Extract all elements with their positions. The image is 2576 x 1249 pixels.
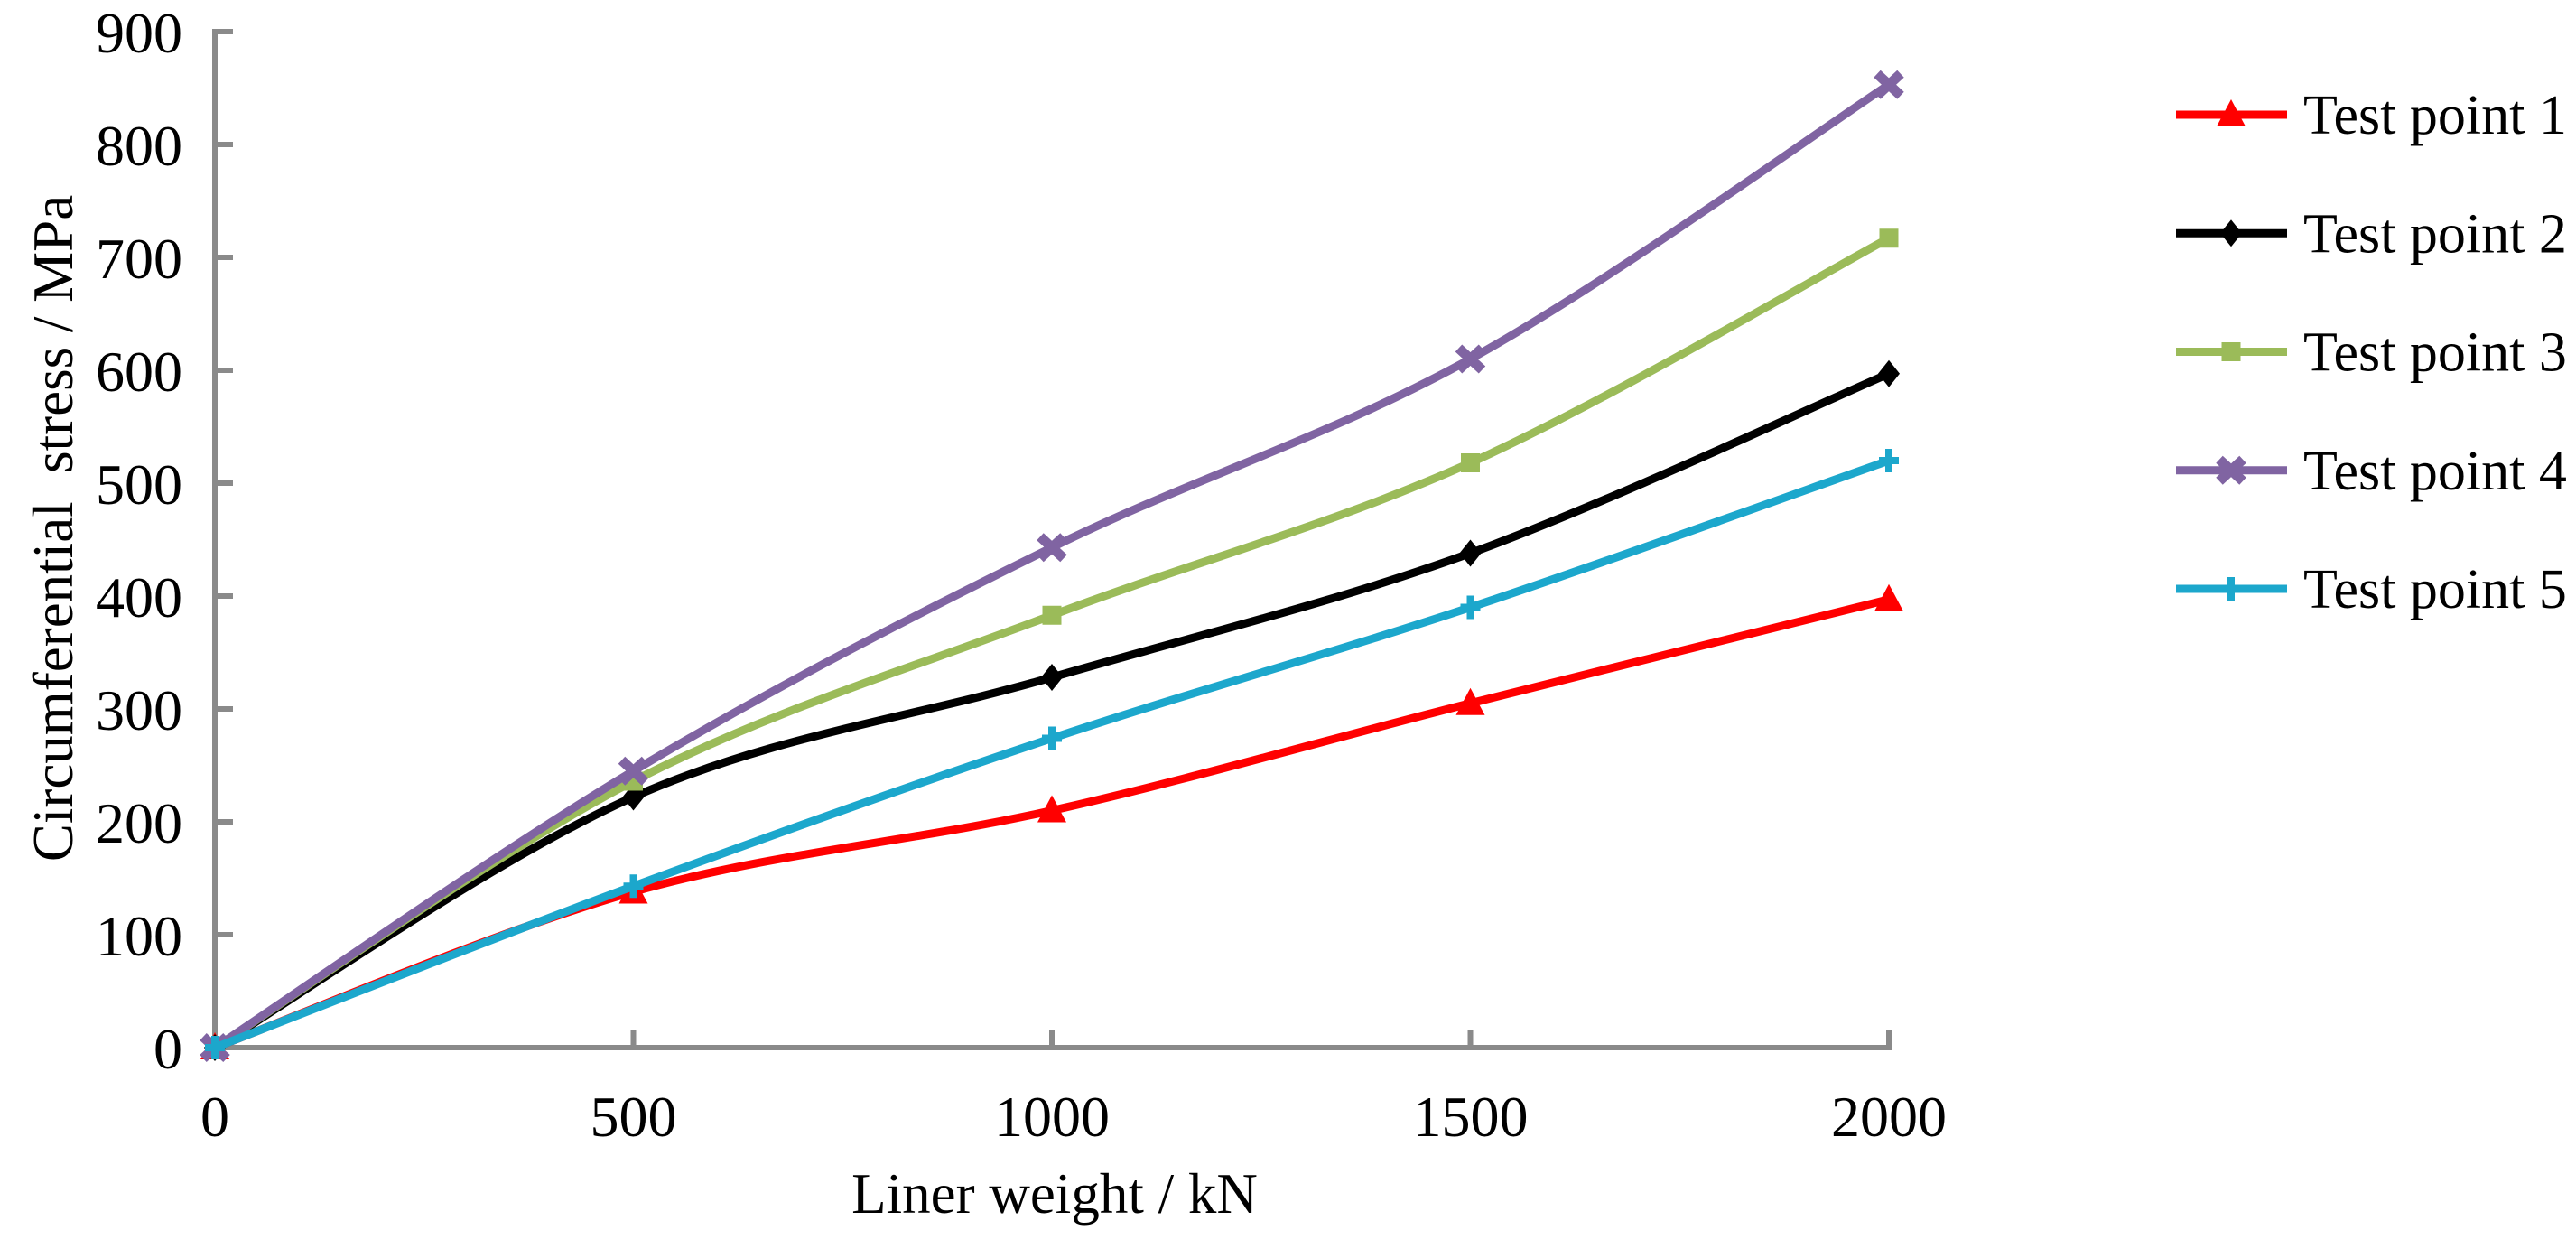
x-axis-title: Liner weight / kN bbox=[851, 1162, 1258, 1226]
legend-item-5: Test point 5 bbox=[2176, 559, 2567, 620]
x-tick-label-1000: 1000 bbox=[994, 1085, 1110, 1149]
axes bbox=[212, 29, 1892, 1050]
series-test-point-1 bbox=[200, 583, 1903, 1059]
y-tick-label-100: 100 bbox=[96, 904, 182, 968]
legend-label-3: Test point 3 bbox=[2303, 322, 2567, 384]
marker-triangle bbox=[1455, 687, 1485, 715]
marker-square bbox=[1879, 228, 1899, 248]
legend-label-2: Test point 2 bbox=[2303, 203, 2567, 265]
marker-plus bbox=[2221, 577, 2241, 601]
y-tick-label-700: 700 bbox=[96, 227, 182, 291]
legend: Test point 1 Test point 2 Test point 3 Test… bbox=[2176, 85, 2567, 620]
marker-triangle bbox=[1874, 583, 1903, 611]
marker-plus bbox=[1042, 726, 1062, 750]
marker-diamond bbox=[1878, 359, 1900, 387]
x-tick-label-0: 0 bbox=[200, 1085, 229, 1149]
y-axis-title: Circumferential stress / MPa bbox=[22, 195, 85, 862]
x-tick-label-500: 500 bbox=[591, 1085, 677, 1149]
y-tick-label-0: 0 bbox=[153, 1017, 182, 1081]
marker-x bbox=[618, 756, 649, 786]
y-tick-label-400: 400 bbox=[96, 565, 182, 629]
marker-diamond bbox=[1459, 539, 1482, 567]
legend-label-4: Test point 4 bbox=[2303, 441, 2567, 502]
series-test-point-3 bbox=[205, 228, 1899, 1058]
marker-diamond bbox=[2220, 219, 2242, 247]
marker-x bbox=[1037, 533, 1067, 563]
marker-square bbox=[1461, 453, 1480, 472]
y-tick-label-800: 800 bbox=[96, 114, 182, 178]
series-test-point-5 bbox=[205, 449, 1899, 1059]
y-tick-label-500: 500 bbox=[96, 452, 182, 517]
marker-triangle bbox=[1037, 795, 1066, 823]
marker-diamond bbox=[1041, 664, 1063, 691]
legend-item-3: Test point 3 bbox=[2176, 322, 2567, 384]
y-tick-label-200: 200 bbox=[96, 791, 182, 855]
legend-label-5: Test point 5 bbox=[2303, 559, 2567, 620]
marker-plus bbox=[1879, 449, 1899, 472]
marker-x bbox=[2216, 455, 2246, 485]
series-test-point-4 bbox=[200, 70, 1904, 1063]
legend-label-1: Test point 1 bbox=[2303, 85, 2567, 146]
marker-plus bbox=[623, 874, 644, 899]
marker-x bbox=[1455, 344, 1486, 374]
marker-triangle bbox=[2217, 99, 2246, 126]
marker-x bbox=[1874, 70, 1904, 99]
series-line-test-point-3 bbox=[212, 234, 1892, 1051]
legend-item-1: Test point 1 bbox=[2176, 85, 2567, 146]
y-tick-label-300: 300 bbox=[96, 678, 182, 742]
marker-square bbox=[2221, 342, 2241, 361]
x-tick-label-1500: 1500 bbox=[1413, 1085, 1529, 1149]
plot-series bbox=[200, 70, 1904, 1063]
marker-square bbox=[1042, 605, 1062, 625]
x-tick-label-2000: 2000 bbox=[1831, 1085, 1947, 1149]
marker-plus bbox=[1460, 595, 1481, 620]
legend-item-2: Test point 2 bbox=[2176, 203, 2567, 265]
y-tick-label-900: 900 bbox=[96, 1, 182, 65]
tick-labels: 0 100 200 300 400 500 600 700 800 900 0 500 1000 1500… bbox=[96, 1, 1947, 1149]
y-tick-label-600: 600 bbox=[96, 340, 182, 404]
legend-item-4: Test point 4 bbox=[2176, 441, 2567, 502]
marker-plus bbox=[205, 1036, 225, 1059]
series-line-test-point-4 bbox=[212, 80, 1892, 1051]
